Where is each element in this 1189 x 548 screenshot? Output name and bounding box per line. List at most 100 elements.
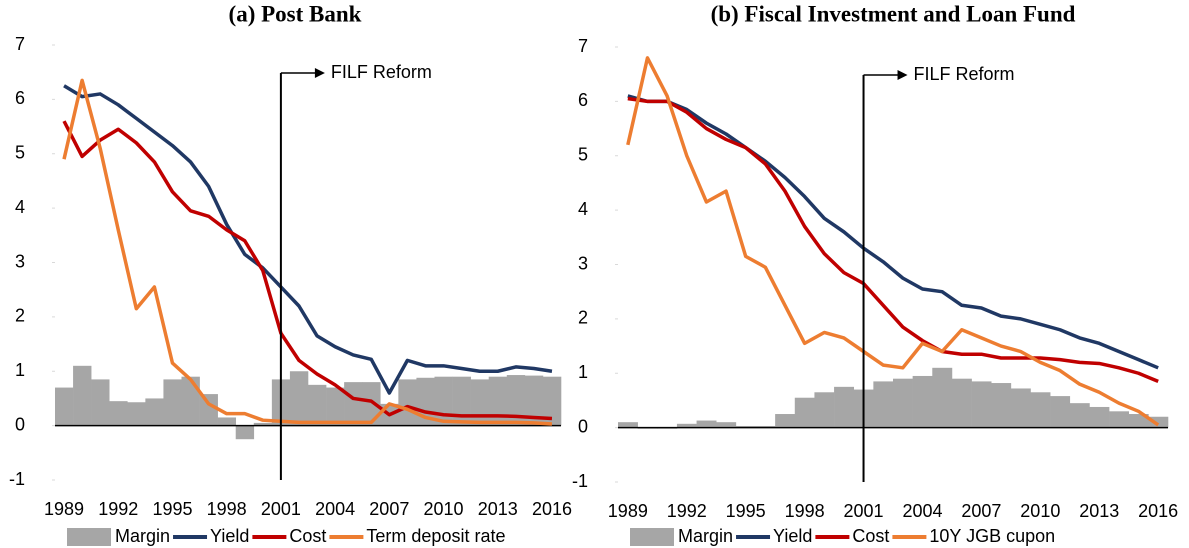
- y-tick-label: 3: [578, 253, 588, 273]
- bar: [696, 420, 717, 428]
- x-tick-label: 2016: [1138, 501, 1178, 521]
- line: [63, 84, 553, 395]
- x-tick-label: 1989: [44, 499, 84, 519]
- bar: [1089, 406, 1110, 428]
- bar: [735, 425, 756, 428]
- bar: [1030, 392, 1051, 428]
- legend-label: 10Y JGB cupon: [929, 526, 1055, 546]
- x-tick-label: 2013: [1079, 501, 1119, 521]
- y-tick-label: -1: [9, 469, 25, 489]
- legend-label: Margin: [678, 526, 733, 546]
- y-tick-label: 3: [15, 251, 25, 271]
- bar: [524, 375, 544, 426]
- y-tick-label: 5: [578, 145, 588, 165]
- line: [626, 56, 1160, 427]
- bar: [506, 375, 526, 426]
- bar: [73, 365, 92, 426]
- x-tick-label: 1998: [785, 501, 825, 521]
- x-tick-label: 2010: [1020, 501, 1060, 521]
- bar: [362, 382, 381, 426]
- line: [62, 78, 553, 426]
- annotation: FILF Reform: [331, 62, 432, 82]
- bar: [109, 401, 128, 426]
- y-tick-label: 6: [15, 88, 25, 108]
- line: [627, 96, 1159, 384]
- y-tick-label: 4: [578, 199, 588, 219]
- y-tick-label: 0: [15, 414, 25, 434]
- y-tick-label: 7: [15, 34, 25, 54]
- bar: [542, 376, 562, 426]
- bar: [1010, 388, 1031, 428]
- bar: [991, 383, 1012, 428]
- x-tick-label: 1989: [608, 501, 648, 521]
- bar: [1148, 416, 1169, 428]
- x-tick-label: 2004: [315, 499, 355, 519]
- legend-label: Cost: [852, 526, 889, 546]
- bar: [398, 379, 417, 426]
- x-tick-label: 1992: [98, 499, 138, 519]
- x-tick-label: 2001: [261, 499, 301, 519]
- legend-label: Yield: [773, 526, 812, 546]
- annotation: FILF Reform: [914, 64, 1015, 84]
- x-tick-label: 2013: [478, 499, 518, 519]
- legend-label: Term deposit rate: [366, 526, 505, 546]
- x-tick-label: 1995: [152, 499, 192, 519]
- bar: [794, 397, 815, 428]
- bar: [618, 422, 638, 428]
- line: [62, 120, 553, 421]
- line: [627, 94, 1159, 370]
- y-tick-label: 5: [15, 143, 25, 163]
- bar: [755, 425, 776, 428]
- bar: [235, 425, 255, 440]
- y-tick-label: 2: [578, 308, 588, 328]
- bar: [1069, 403, 1090, 428]
- x-tick-label: 2010: [424, 499, 464, 519]
- legend-label: Cost: [289, 526, 326, 546]
- arrow-head: [314, 68, 325, 78]
- x-tick-label: 2004: [902, 501, 942, 521]
- bar: [253, 422, 273, 426]
- x-tick-label: 2007: [369, 499, 409, 519]
- bar: [199, 394, 218, 426]
- x-tick-label: 1995: [726, 501, 766, 521]
- bar: [1109, 411, 1130, 428]
- bar: [163, 379, 182, 426]
- bar: [676, 423, 697, 428]
- bar: [971, 381, 992, 428]
- bar: [55, 387, 74, 426]
- x-tick-label: 2016: [532, 499, 572, 519]
- y-tick-label: 7: [578, 36, 588, 56]
- bar: [217, 417, 237, 426]
- bar: [145, 398, 164, 426]
- y-tick-label: 4: [15, 197, 25, 217]
- x-tick-label: 1998: [207, 499, 247, 519]
- legend-label: Yield: [210, 526, 249, 546]
- bar: [127, 402, 146, 426]
- y-tick-label: 2: [15, 306, 25, 326]
- bar: [893, 378, 913, 428]
- bar: [1050, 396, 1071, 428]
- y-tick-label: 1: [578, 362, 588, 382]
- bar: [716, 422, 737, 428]
- legend-swatch: [67, 528, 111, 546]
- bar: [91, 379, 110, 426]
- bar: [912, 375, 933, 428]
- bar: [488, 376, 508, 426]
- bar: [289, 371, 309, 426]
- y-tick-label: 1: [15, 360, 25, 380]
- chart-title: (b) Fiscal Investment and Loan Fund: [711, 1, 1076, 26]
- bar: [344, 382, 363, 426]
- bar: [834, 386, 855, 428]
- bar: [470, 379, 490, 426]
- legend-swatch: [630, 528, 674, 546]
- x-tick-label: 2007: [961, 501, 1001, 521]
- bar: [181, 376, 200, 426]
- arrow-head: [897, 70, 908, 80]
- legend-label: Margin: [115, 526, 170, 546]
- x-tick-label: 2001: [844, 501, 884, 521]
- bar: [326, 387, 345, 426]
- bar: [775, 414, 796, 428]
- chart-title: (a) Post Bank: [229, 1, 362, 26]
- y-tick-label: 6: [578, 90, 588, 110]
